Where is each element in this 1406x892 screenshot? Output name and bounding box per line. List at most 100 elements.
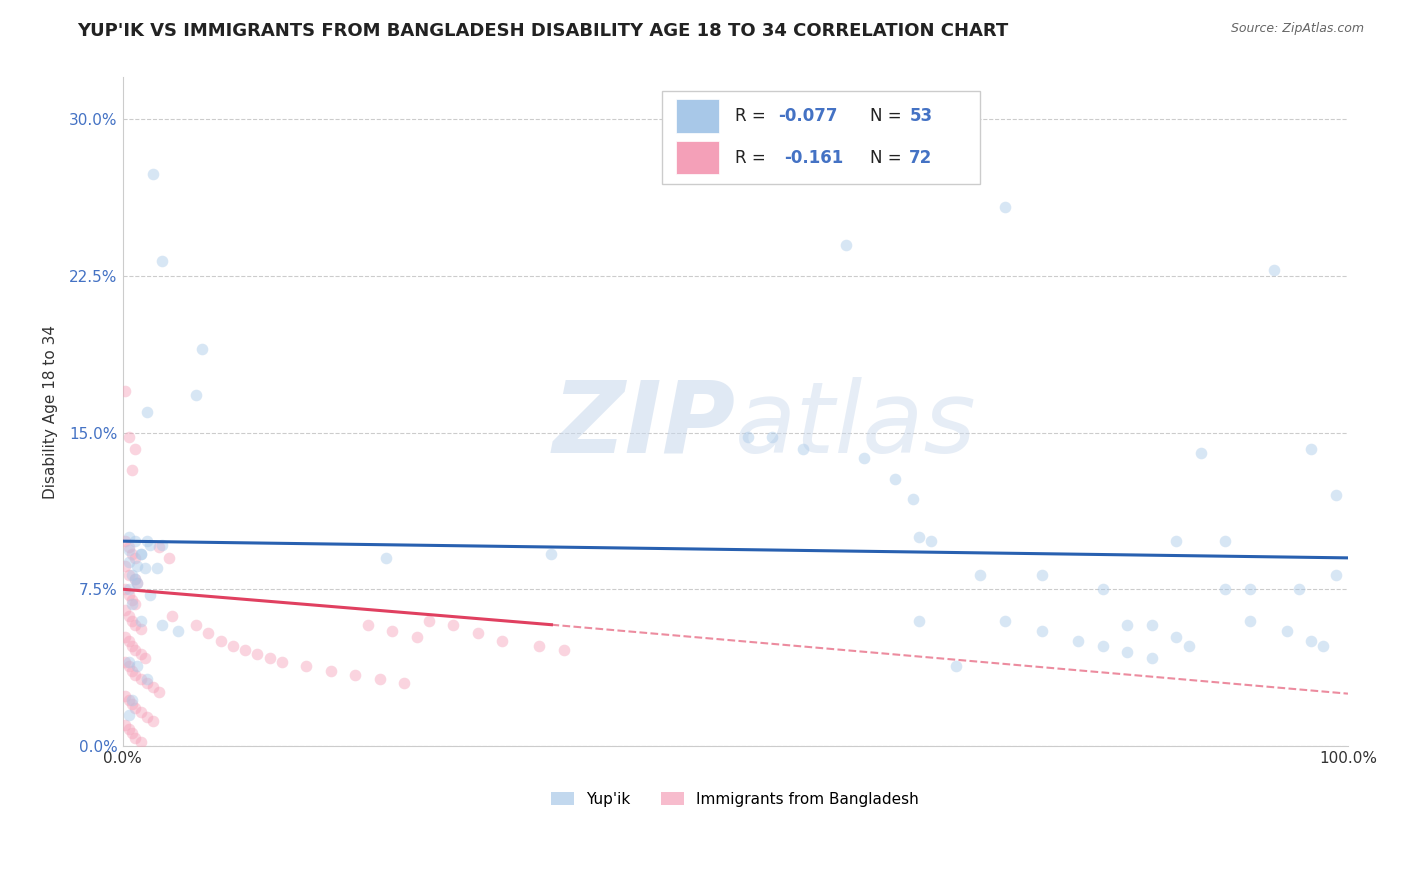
Point: [1166, 630, 1188, 644]
Point: [121, 592, 143, 607]
Point: [834, 237, 856, 252]
Point: [121, 664, 143, 678]
Point: [209, 634, 232, 648]
Point: [134, 561, 156, 575]
Point: [443, 617, 465, 632]
Point: [1215, 534, 1237, 549]
FancyBboxPatch shape: [676, 141, 720, 174]
Point: [124, 597, 146, 611]
Point: [114, 582, 136, 597]
Point: [222, 639, 245, 653]
Point: [1239, 582, 1261, 597]
Point: [121, 567, 143, 582]
Point: [129, 672, 152, 686]
Point: [114, 534, 136, 549]
Point: [1031, 567, 1053, 582]
Point: [1140, 617, 1163, 632]
Point: [114, 656, 136, 670]
Point: [1301, 442, 1323, 457]
Point: [121, 639, 143, 653]
Point: [136, 404, 159, 418]
Point: [994, 614, 1017, 628]
Point: [148, 541, 170, 555]
Point: [1215, 582, 1237, 597]
Point: [136, 534, 159, 549]
Point: [157, 550, 180, 565]
Text: 53: 53: [910, 107, 932, 125]
Text: atlas: atlas: [735, 376, 977, 474]
Point: [129, 614, 152, 628]
Point: [129, 547, 152, 561]
Point: [418, 614, 440, 628]
Point: [124, 668, 146, 682]
Point: [908, 530, 931, 544]
Point: [529, 639, 551, 653]
Point: [150, 538, 173, 552]
Point: [118, 582, 141, 597]
Point: [129, 706, 152, 720]
Text: R =: R =: [735, 107, 772, 125]
Point: [1091, 639, 1114, 653]
Point: [129, 735, 152, 749]
Point: [150, 617, 173, 632]
Point: [1263, 262, 1285, 277]
Point: [118, 542, 141, 557]
Text: R =: R =: [735, 149, 776, 167]
Point: [375, 550, 398, 565]
Text: N =: N =: [870, 149, 907, 167]
Point: [129, 647, 152, 661]
Point: [1116, 645, 1139, 659]
Point: [1166, 534, 1188, 549]
Point: [114, 630, 136, 644]
Point: [1189, 446, 1212, 460]
Point: [166, 624, 188, 638]
Point: [368, 672, 391, 686]
Point: [969, 567, 991, 582]
Point: [233, 642, 256, 657]
Point: [124, 617, 146, 632]
Text: -0.077: -0.077: [778, 107, 838, 125]
Point: [121, 547, 143, 561]
Point: [114, 559, 136, 574]
Point: [852, 450, 875, 465]
Text: N =: N =: [870, 107, 907, 125]
Point: [191, 342, 214, 356]
Point: [114, 603, 136, 617]
Point: [160, 609, 183, 624]
Point: [138, 589, 160, 603]
Point: [148, 684, 170, 698]
Point: [124, 572, 146, 586]
Y-axis label: Disability Age 18 to 34: Disability Age 18 to 34: [44, 325, 58, 499]
Point: [118, 659, 141, 673]
Point: [901, 492, 924, 507]
Point: [1031, 624, 1053, 638]
Point: [259, 651, 281, 665]
Point: [124, 442, 146, 457]
Point: [124, 534, 146, 549]
Point: [127, 576, 149, 591]
Point: [1324, 567, 1347, 582]
Point: [319, 664, 342, 678]
Point: [118, 530, 141, 544]
Point: [127, 576, 149, 591]
Legend: Yup'ik, Immigrants from Bangladesh: Yup'ik, Immigrants from Bangladesh: [546, 786, 925, 813]
Point: [1312, 639, 1334, 653]
Point: [124, 731, 146, 745]
Point: [127, 659, 149, 673]
Point: [467, 626, 489, 640]
Point: [114, 718, 136, 732]
Point: [121, 597, 143, 611]
Text: 72: 72: [910, 149, 932, 167]
Point: [394, 676, 416, 690]
Point: [118, 693, 141, 707]
Point: [118, 567, 141, 582]
Point: [136, 672, 159, 686]
Point: [1324, 488, 1347, 502]
Point: [246, 647, 269, 661]
FancyBboxPatch shape: [676, 100, 720, 133]
Point: [908, 614, 931, 628]
Point: [134, 651, 156, 665]
Point: [1301, 634, 1323, 648]
Point: [737, 430, 759, 444]
Point: [1239, 614, 1261, 628]
